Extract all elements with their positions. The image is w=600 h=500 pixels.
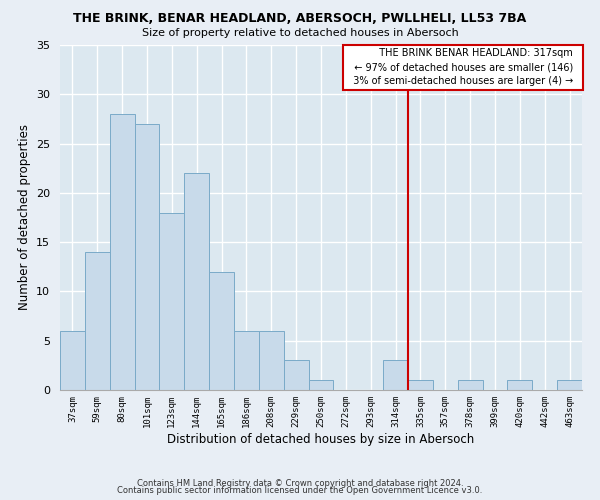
Bar — [85, 252, 110, 390]
Bar — [383, 360, 408, 390]
X-axis label: Distribution of detached houses by size in Abersoch: Distribution of detached houses by size … — [167, 432, 475, 446]
Bar — [284, 360, 308, 390]
Text: Contains public sector information licensed under the Open Government Licence v3: Contains public sector information licen… — [118, 486, 482, 495]
Bar — [508, 380, 532, 390]
Text: THE BRINK BENAR HEADLAND: 317sqm  
  ← 97% of detached houses are smaller (146) : THE BRINK BENAR HEADLAND: 317sqm ← 97% o… — [347, 48, 580, 86]
Bar — [259, 331, 284, 390]
Bar — [60, 331, 85, 390]
Text: Contains HM Land Registry data © Crown copyright and database right 2024.: Contains HM Land Registry data © Crown c… — [137, 478, 463, 488]
Bar — [209, 272, 234, 390]
Bar — [458, 380, 482, 390]
Text: THE BRINK, BENAR HEADLAND, ABERSOCH, PWLLHELI, LL53 7BA: THE BRINK, BENAR HEADLAND, ABERSOCH, PWL… — [73, 12, 527, 26]
Bar — [184, 173, 209, 390]
Y-axis label: Number of detached properties: Number of detached properties — [17, 124, 31, 310]
Bar — [110, 114, 134, 390]
Bar — [557, 380, 582, 390]
Bar — [160, 212, 184, 390]
Bar — [134, 124, 160, 390]
Bar — [308, 380, 334, 390]
Text: Size of property relative to detached houses in Abersoch: Size of property relative to detached ho… — [142, 28, 458, 38]
Bar — [234, 331, 259, 390]
Bar — [408, 380, 433, 390]
